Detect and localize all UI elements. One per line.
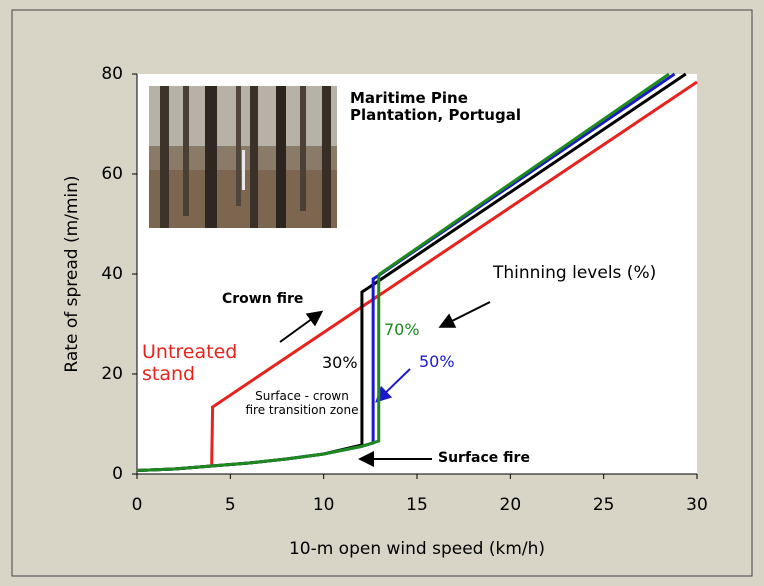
photo [149,86,337,228]
y-tick-label: 20 [101,364,123,384]
thinning-label: Thinning levels (%) [493,264,656,284]
page: 10-m open wind speed (km/h) Rate of spre… [0,0,764,586]
x-tick-label: 15 [406,495,428,515]
surface-fire-label: Surface fire [438,450,530,466]
x-tick-label: 30 [686,495,708,515]
crown-fire-label: Crown fire [222,291,303,307]
photo-caption: Maritime Pine Plantation, Portugal [350,90,540,125]
x-axis-label: 10-m open wind speed (km/h) [289,539,545,559]
transition-zone-label: Surface - crown fire transition zone [244,390,360,418]
series-label: Untreated stand [142,342,252,386]
x-tick-label: 20 [500,495,522,515]
y-tick-label: 0 [112,464,123,484]
x-tick-label: 5 [225,495,236,515]
y-tick-label: 40 [101,264,123,284]
x-tick-label: 10 [313,495,335,515]
y-tick-label: 60 [101,164,123,184]
chart: 10-m open wind speed (km/h) Rate of spre… [0,0,764,586]
x-tick-label: 25 [593,495,615,515]
y-tick-label: 80 [101,64,123,84]
series-label: 70% [384,321,444,339]
series-label: 30% [322,354,382,372]
y-axis-label: Rate of spread (m/min) [62,175,82,372]
x-tick-label: 0 [132,495,143,515]
series-label: 50% [419,353,479,371]
